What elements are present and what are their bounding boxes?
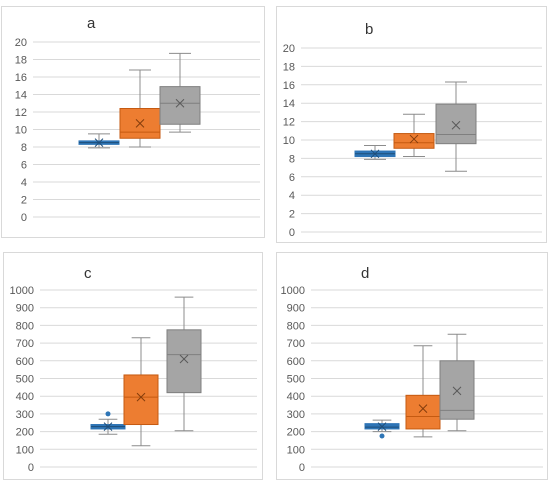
chart-a: a 0 2 4 6 8 10 12 14 16 18 20 bbox=[15, 15, 260, 224]
y-tick-label: 0 bbox=[299, 462, 305, 474]
box-iqr bbox=[166, 329, 202, 394]
mean-marker bbox=[103, 422, 113, 431]
y-tick-label: 500 bbox=[287, 374, 305, 386]
box-series-3 bbox=[439, 333, 475, 432]
y-tick-label: 4 bbox=[21, 177, 27, 189]
chart-panel-a: a 0 2 4 6 8 10 12 14 16 18 20 bbox=[1, 6, 265, 238]
y-tick-label: 18 bbox=[283, 61, 295, 73]
mean-marker bbox=[179, 354, 189, 364]
mean-marker bbox=[451, 120, 461, 130]
y-tick-label: 8 bbox=[21, 142, 27, 154]
box-iqr bbox=[123, 374, 159, 426]
box-series-1 bbox=[90, 411, 126, 435]
y-tick-label: 400 bbox=[287, 391, 305, 403]
y-tick-label: 20 bbox=[283, 43, 295, 55]
y-tick-label: 2 bbox=[21, 195, 27, 207]
mean-marker bbox=[136, 392, 146, 402]
mean-marker bbox=[175, 98, 185, 108]
mean-marker bbox=[370, 149, 380, 159]
y-tick-label: 10 bbox=[15, 125, 27, 137]
mean-marker bbox=[409, 134, 419, 144]
y-tick-label: 400 bbox=[16, 391, 34, 403]
y-tick-label: 300 bbox=[16, 409, 34, 421]
y-tick-label: 500 bbox=[16, 374, 34, 386]
box-iqr bbox=[159, 86, 201, 125]
y-tick-label: 14 bbox=[283, 98, 295, 110]
box-series-2 bbox=[405, 345, 441, 438]
y-tick-label: 4 bbox=[289, 190, 295, 202]
chart-title: b bbox=[365, 21, 373, 38]
mean-marker bbox=[377, 422, 387, 431]
y-tick-label: 200 bbox=[287, 427, 305, 439]
mean-marker bbox=[418, 404, 428, 413]
y-tick-label: 700 bbox=[16, 338, 34, 350]
chart-c: c 0 100 200 300 400 500 600 700 800 900 1000 bbox=[10, 265, 257, 474]
mean-marker bbox=[452, 386, 462, 396]
y-tick-label: 800 bbox=[16, 320, 34, 332]
y-tick-label: 1000 bbox=[10, 285, 34, 297]
y-tick-label: 300 bbox=[287, 409, 305, 421]
y-tick-label: 14 bbox=[15, 90, 27, 102]
box-series-3 bbox=[166, 296, 202, 432]
box-series-3 bbox=[159, 52, 201, 133]
y-tick-label: 0 bbox=[28, 462, 34, 474]
box-series-1 bbox=[78, 133, 120, 149]
y-tick-label: 0 bbox=[21, 212, 27, 224]
y-tick-label: 10 bbox=[283, 135, 295, 147]
y-tick-label: 20 bbox=[15, 37, 27, 49]
box-series-2 bbox=[393, 113, 435, 158]
chart-title: a bbox=[87, 15, 96, 32]
y-tick-label: 16 bbox=[283, 80, 295, 92]
mean-marker bbox=[94, 138, 104, 147]
chart-title: d bbox=[361, 265, 369, 282]
mean-marker bbox=[135, 119, 145, 128]
y-tick-label: 1000 bbox=[281, 285, 305, 297]
y-tick-label: 200 bbox=[16, 427, 34, 439]
y-tick-label: 800 bbox=[287, 320, 305, 332]
chart-panel-b: b 0 2 4 6 8 10 12 14 16 18 20 bbox=[276, 6, 547, 243]
chart-panel-c: c 0 100 200 300 400 500 600 700 800 900 1000 bbox=[3, 252, 263, 480]
y-tick-label: 16 bbox=[15, 72, 27, 84]
box-iqr bbox=[439, 360, 475, 420]
box-iqr bbox=[393, 133, 435, 149]
y-tick-label: 8 bbox=[289, 153, 295, 165]
y-tick-label: 18 bbox=[15, 55, 27, 67]
box-series-1 bbox=[354, 145, 396, 160]
y-tick-label: 900 bbox=[16, 303, 34, 315]
chart-title: c bbox=[84, 265, 92, 282]
outlier-point bbox=[379, 433, 385, 439]
box-series-2 bbox=[119, 69, 161, 148]
chart-d: d 0 100 200 300 400 500 600 700 800 900 1000 bbox=[281, 265, 543, 474]
y-tick-label: 100 bbox=[287, 444, 305, 456]
y-tick-label: 600 bbox=[287, 356, 305, 368]
y-tick-label: 700 bbox=[287, 338, 305, 350]
y-tick-label: 6 bbox=[289, 172, 295, 184]
y-tick-label: 600 bbox=[16, 356, 34, 368]
y-tick-label: 6 bbox=[21, 160, 27, 172]
box-series-2 bbox=[123, 337, 159, 447]
box-series-3 bbox=[435, 81, 477, 172]
box-series-1 bbox=[364, 419, 400, 439]
box-iqr bbox=[405, 394, 441, 430]
y-tick-label: 12 bbox=[283, 117, 295, 129]
y-tick-label: 900 bbox=[287, 303, 305, 315]
outlier-point bbox=[105, 411, 111, 417]
y-tick-label: 2 bbox=[289, 209, 295, 221]
y-tick-label: 12 bbox=[15, 107, 27, 119]
chart-b: b 0 2 4 6 8 10 12 14 16 18 20 bbox=[283, 21, 542, 239]
y-tick-label: 100 bbox=[16, 444, 34, 456]
box-iqr bbox=[435, 103, 477, 145]
chart-panel-d: d 0 100 200 300 400 500 600 700 800 900 1000 bbox=[276, 252, 548, 480]
y-tick-label: 0 bbox=[289, 227, 295, 239]
